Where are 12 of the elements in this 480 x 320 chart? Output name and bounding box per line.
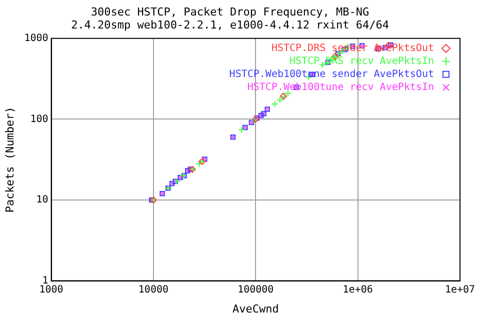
chart-title: 300sec HSTCP, Packet Drop Frequency, MB-NG <box>90 5 370 18</box>
x-tick-label: 1e+07 <box>444 284 476 296</box>
x-tick-label: 1e+06 <box>342 284 373 296</box>
y-tick-label: 1 <box>42 275 48 286</box>
y-tick-label: 100 <box>30 114 48 125</box>
chart-subtitle: 2.4.20smp web100-2.2.1, e1000-4.4.12 rxint 64/64 <box>71 18 390 32</box>
x-tick-label: 100000 <box>238 284 274 296</box>
y-tick-label: 10 <box>36 194 48 206</box>
x-tick-label: 10000 <box>138 284 169 296</box>
y-axis-title: Packets (Number) <box>3 106 16 213</box>
x-axis-title: AveCwnd <box>232 302 279 316</box>
y-tick-label: 1000 <box>24 32 48 44</box>
